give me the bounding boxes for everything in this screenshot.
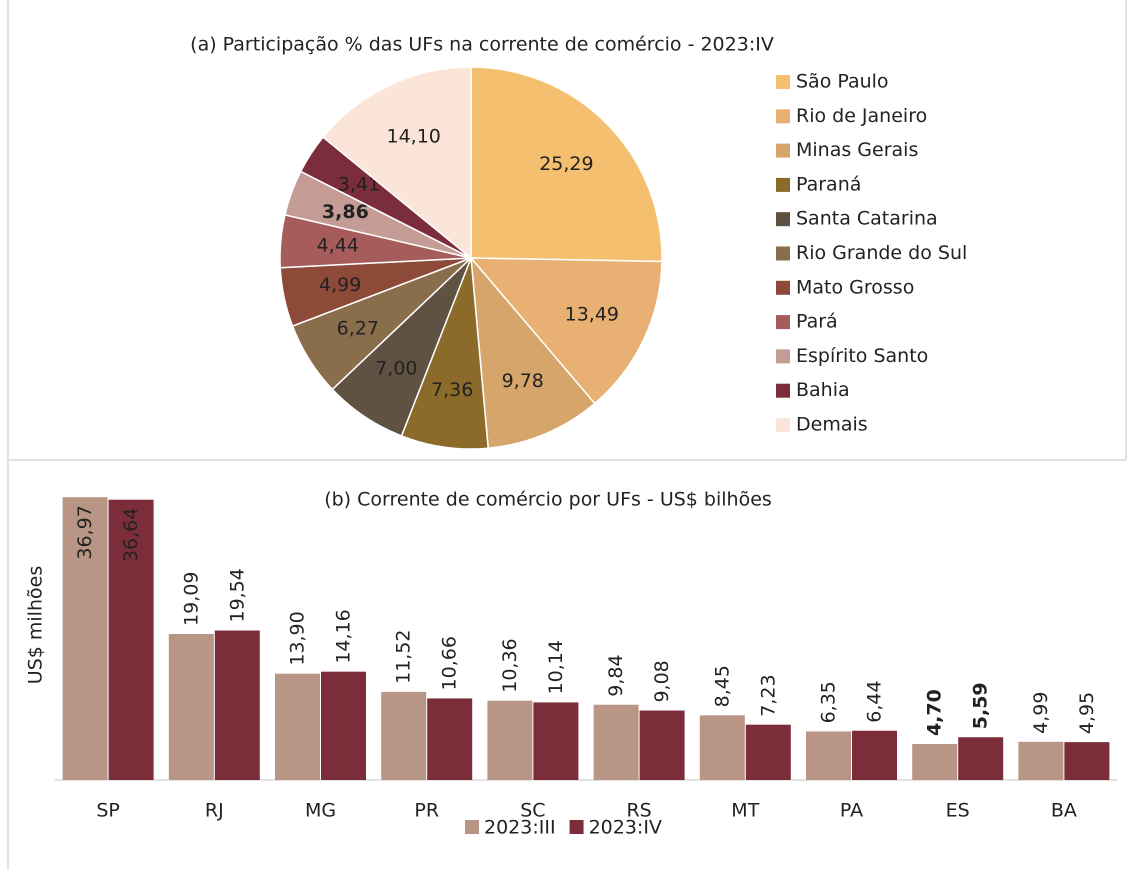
data-label: 13,90: [287, 611, 309, 665]
bar: [168, 633, 214, 780]
data-label: 19,54: [226, 568, 248, 622]
x-tick-label: MT: [731, 800, 759, 822]
legend-label: Espírito Santo: [796, 345, 928, 367]
data-label: 9,78: [502, 370, 544, 392]
bar: [381, 691, 427, 780]
pie-slice: [470, 66, 663, 263]
data-label: 36,64: [120, 508, 142, 562]
x-tick-label: PR: [414, 800, 439, 822]
data-label: 25,29: [539, 153, 593, 175]
data-label: 9,84: [605, 654, 627, 696]
data-label: 7,23: [757, 674, 779, 716]
y-axis-label: US$ milhões: [25, 566, 47, 684]
data-label: 4,70: [924, 689, 946, 736]
bar: [745, 724, 791, 780]
legend-swatch: [776, 246, 790, 261]
data-label: 4,99: [319, 274, 361, 296]
data-label: 6,35: [818, 681, 840, 723]
legend-swatch: [776, 349, 790, 364]
data-label: 10,36: [499, 638, 521, 692]
legend-label: 2023:IV: [589, 817, 662, 839]
x-tick-label: RS: [626, 800, 651, 822]
legend-label: Paraná: [796, 173, 861, 195]
bar: [321, 671, 366, 780]
legend-swatch: [776, 75, 790, 89]
bar: [958, 737, 1004, 780]
pie-title: (a) Participação % das UFs na corrente d…: [190, 34, 774, 56]
bar: [1018, 741, 1064, 780]
data-label: 3,41: [338, 173, 380, 195]
data-label: 5,59: [970, 682, 992, 729]
data-label: 4,44: [317, 235, 359, 257]
data-label: 36,97: [74, 505, 96, 559]
data-label: 11,52: [393, 629, 415, 683]
legend-swatch: [776, 143, 790, 158]
data-label: 8,45: [711, 665, 733, 707]
legend-swatch: [776, 177, 790, 192]
legend-swatch: [776, 212, 790, 227]
bar: [427, 698, 473, 780]
x-tick-label: PA: [840, 800, 863, 822]
x-tick-label: RJ: [205, 800, 224, 822]
data-label: 9,08: [651, 660, 673, 702]
data-label: 14,16: [333, 609, 355, 663]
legend-swatch: [776, 280, 790, 295]
bar: [214, 630, 260, 780]
data-label: 7,00: [375, 357, 417, 379]
legend-label: Rio de Janeiro: [796, 105, 927, 127]
x-tick-label: SP: [96, 800, 120, 822]
legend-swatch: [569, 820, 584, 834]
data-label: 4,95: [1076, 692, 1098, 734]
bar: [1064, 742, 1110, 780]
legend-swatch: [465, 820, 479, 834]
legend-label: Santa Catarina: [796, 208, 938, 230]
data-label: 3,86: [322, 201, 369, 223]
legend-label: Demais: [796, 414, 868, 436]
bar: [806, 731, 851, 780]
bar: [533, 702, 579, 780]
legend-label: São Paulo: [796, 71, 889, 93]
legend-label: Pará: [796, 311, 838, 333]
data-label: 10,66: [439, 636, 461, 690]
bar-title: (b) Corrente de comércio por UFs - US$ b…: [324, 489, 772, 511]
data-label: 4,99: [1030, 692, 1052, 734]
data-label: 14,10: [386, 126, 440, 148]
data-label: 19,09: [180, 572, 202, 626]
bar: [593, 704, 639, 780]
bar: [275, 673, 320, 780]
data-label: 7,36: [431, 379, 473, 401]
legend-label: Minas Gerais: [796, 139, 918, 161]
bar: [699, 715, 745, 780]
bar: [852, 730, 897, 780]
legend-swatch: [776, 418, 790, 432]
x-tick-label: BA: [1051, 800, 1077, 822]
legend-swatch: [776, 315, 790, 330]
bar: [639, 710, 685, 780]
legend-label: Rio Grande do Sul: [796, 242, 967, 264]
bar: [62, 497, 108, 780]
legend-label: Bahia: [796, 379, 850, 401]
legend-label: 2023:III: [484, 817, 556, 839]
bar: [487, 700, 533, 780]
legend-swatch: [776, 383, 790, 398]
data-label: 10,14: [545, 640, 567, 694]
data-label: 13,49: [565, 304, 619, 326]
legend-swatch: [776, 109, 790, 124]
pie-slice: [469, 257, 663, 405]
bar: [912, 744, 958, 780]
pie-slice: [322, 66, 472, 260]
pie-slice: [470, 255, 596, 450]
data-label: 6,27: [337, 318, 379, 340]
legend-label: Mato Grosso: [796, 276, 914, 298]
x-tick-label: ES: [946, 800, 970, 822]
x-tick-label: SC: [520, 800, 545, 822]
x-tick-label: MG: [305, 800, 336, 822]
data-label: 6,44: [864, 680, 886, 722]
bar: [108, 499, 154, 780]
